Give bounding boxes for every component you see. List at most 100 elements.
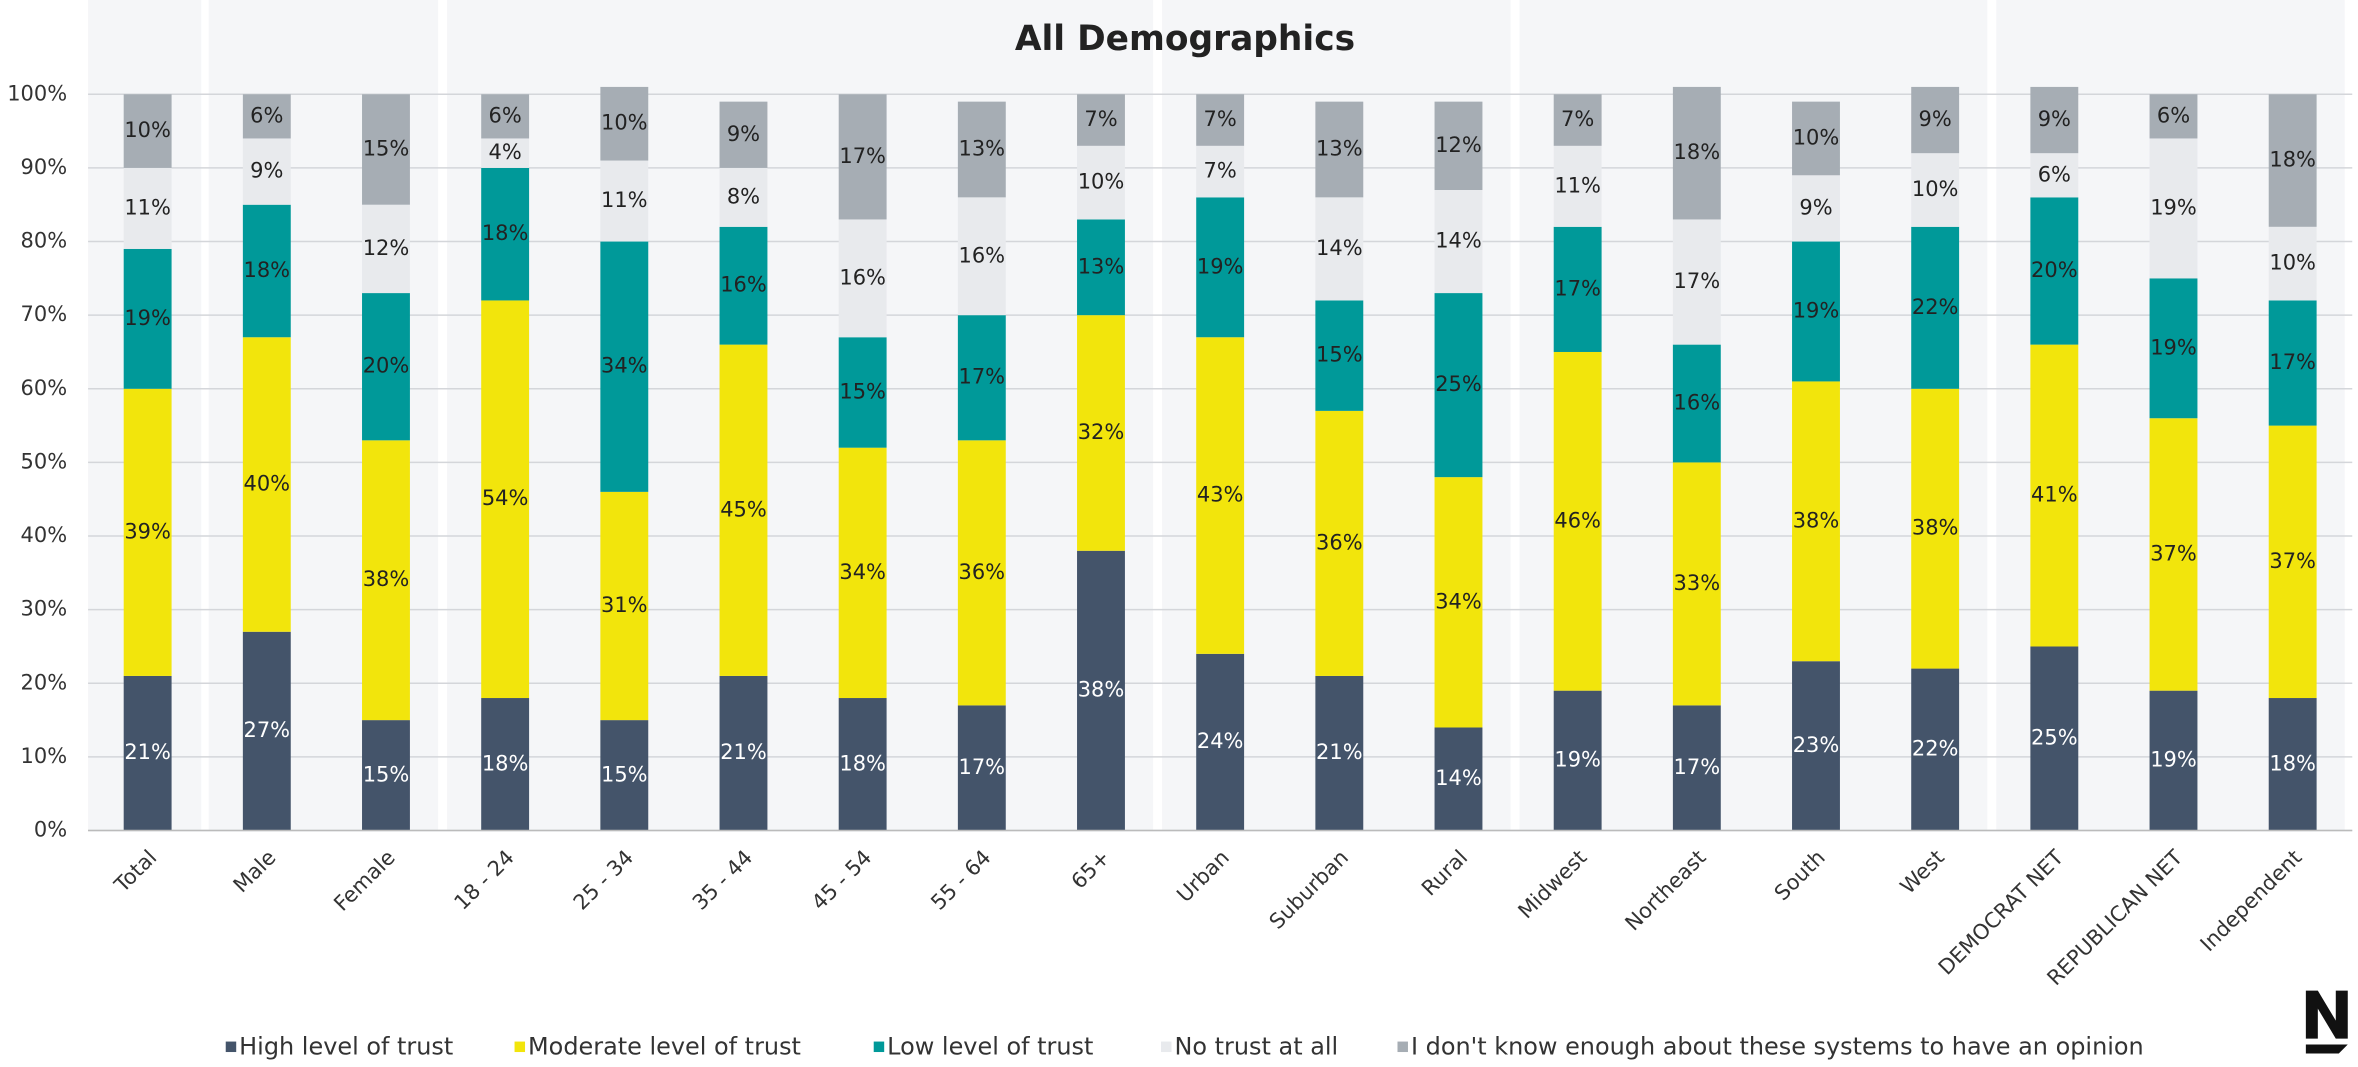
bar-segment xyxy=(838,447,887,699)
logo xyxy=(2305,990,2348,1054)
bar-segment xyxy=(1077,315,1125,551)
legend-label: I don't know enough about these systems … xyxy=(1411,1033,2144,1061)
bar-segment xyxy=(1553,690,1602,831)
data-label: 16% xyxy=(959,243,1006,267)
bar-segment xyxy=(362,204,410,294)
data-label: 11% xyxy=(124,195,171,219)
bar-segment xyxy=(1911,226,1960,389)
bar-segment xyxy=(2030,197,2079,345)
bar-segment xyxy=(242,337,291,632)
data-label: 10% xyxy=(1078,170,1125,194)
data-label: 21% xyxy=(1316,740,1363,764)
bar-segment xyxy=(2030,153,2079,198)
legend-label: No trust at all xyxy=(1175,1033,1339,1061)
legend-swatch xyxy=(1397,1041,1408,1053)
bar-segment xyxy=(1553,226,1602,352)
data-label: 43% xyxy=(1197,483,1244,507)
data-label: 27% xyxy=(244,718,291,742)
data-label: 9% xyxy=(1919,107,1952,131)
data-label: 6% xyxy=(489,103,522,127)
x-tick-label: West xyxy=(1896,845,1949,898)
bar-segment xyxy=(362,720,410,831)
bar-segment xyxy=(838,698,887,831)
bar-segment xyxy=(719,344,768,676)
bar-segment xyxy=(1434,189,1483,294)
bar-segment xyxy=(1077,550,1125,831)
data-label: 45% xyxy=(720,497,767,521)
chart-title: All Demographics xyxy=(1015,19,1355,59)
data-label: 15% xyxy=(1316,343,1363,367)
x-tick-label: 25 - 34 xyxy=(569,845,638,914)
bar-segment xyxy=(1672,219,1721,345)
data-label: 6% xyxy=(2157,103,2190,127)
bar-segment xyxy=(1315,300,1364,411)
bar-segment xyxy=(2268,300,2317,426)
legend-swatch xyxy=(514,1041,526,1053)
bar-segment xyxy=(123,248,172,389)
data-label: 9% xyxy=(1799,195,1832,219)
data-label: 19% xyxy=(124,306,171,330)
data-label: 54% xyxy=(482,486,529,510)
x-tick-label: REPUBLICAN NET xyxy=(2042,845,2187,990)
bar-segment xyxy=(1077,94,1125,146)
data-label: 41% xyxy=(2031,483,2078,507)
bar-segment xyxy=(2030,86,2079,154)
bar-segment xyxy=(1196,337,1245,654)
y-tick-label: 10% xyxy=(21,744,68,768)
data-label: 10% xyxy=(1793,125,1840,149)
data-label: 16% xyxy=(1674,391,1721,415)
data-label: 24% xyxy=(1197,729,1244,753)
bar-segment xyxy=(1553,145,1602,227)
data-label: 11% xyxy=(601,188,648,212)
data-label: 17% xyxy=(959,755,1006,779)
bar-segment xyxy=(123,167,172,249)
data-label: 16% xyxy=(720,273,767,297)
bar-segment xyxy=(2149,418,2198,691)
bar-segment xyxy=(957,705,1006,831)
legend-label: Moderate level of trust xyxy=(528,1033,801,1061)
data-label: 4% xyxy=(489,140,522,164)
data-label: 18% xyxy=(482,751,529,775)
data-label: 40% xyxy=(244,472,291,496)
data-label: 21% xyxy=(720,740,767,764)
bar-segment xyxy=(1434,101,1483,190)
y-tick-label: 70% xyxy=(21,302,68,326)
legend-label: Low level of trust xyxy=(887,1033,1093,1061)
bar-segment xyxy=(600,241,649,492)
x-tick-label: DEMOCRAT NET xyxy=(1934,845,2069,980)
legend-swatch xyxy=(1161,1041,1172,1053)
bar-segment xyxy=(362,440,410,721)
bar-segment xyxy=(957,315,1006,441)
data-label: 9% xyxy=(727,122,760,146)
data-label: 17% xyxy=(1674,755,1721,779)
data-label: 19% xyxy=(1554,748,1601,772)
bar-segment xyxy=(1911,668,1960,831)
data-label: 13% xyxy=(959,136,1006,160)
bar-segment xyxy=(600,720,649,831)
data-label: 8% xyxy=(727,184,760,208)
data-label: 18% xyxy=(244,258,291,282)
bar-segment xyxy=(2268,226,2317,301)
y-tick-label: 90% xyxy=(21,155,68,179)
bar-segment xyxy=(1792,661,1840,831)
data-label: 15% xyxy=(601,762,648,786)
bar-segment xyxy=(2149,94,2198,139)
bar-segment xyxy=(1792,241,1840,382)
bar-segment xyxy=(242,204,291,338)
data-label: 34% xyxy=(839,560,886,584)
bar-segment xyxy=(957,197,1006,316)
data-label: 7% xyxy=(1204,159,1237,183)
bar-segment xyxy=(1911,86,1960,154)
y-tick-label: 50% xyxy=(21,449,68,473)
bar-segment xyxy=(1196,197,1245,338)
data-label: 23% xyxy=(1793,733,1840,757)
bar-segment xyxy=(957,101,1006,198)
data-label: 15% xyxy=(839,379,886,403)
data-label: 7% xyxy=(1204,107,1237,131)
group-panel xyxy=(447,0,1154,831)
data-label: 18% xyxy=(482,221,529,245)
data-label: 19% xyxy=(2150,335,2197,359)
bar-segment xyxy=(123,388,172,676)
legend-label: High level of trust xyxy=(239,1033,453,1061)
